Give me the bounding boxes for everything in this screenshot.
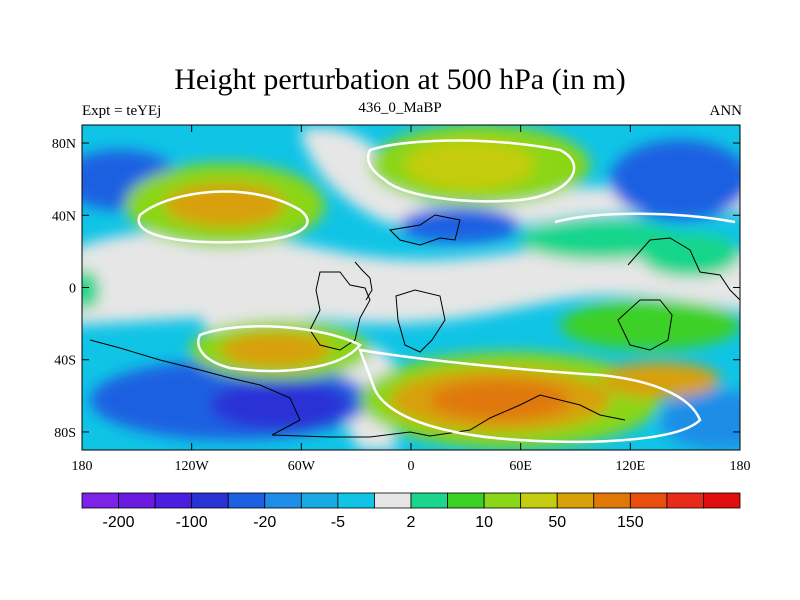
colorbar-swatch	[666, 492, 704, 509]
coastline-antarctica-west	[89, 339, 301, 436]
colorbar-label: 2	[407, 514, 416, 531]
neg-north-pacific	[610, 140, 740, 220]
colorbar-swatch	[81, 492, 119, 509]
pos-eurasia-core	[405, 140, 535, 190]
axis-ticks	[81, 125, 741, 450]
colorbar-swatch	[483, 492, 522, 509]
colorbar-label: 10	[475, 514, 493, 531]
right-string: ANN	[709, 103, 743, 119]
colorbar-swatch	[118, 492, 156, 509]
neg-south-indian	[660, 390, 740, 450]
colorbar-swatch	[300, 492, 339, 509]
y-tick-label: 0	[69, 282, 76, 297]
y-tick-label: 40N	[52, 209, 76, 224]
colorbar-swatch	[337, 492, 375, 509]
x-tick-label: 60W	[288, 459, 316, 474]
zero-contour-eurasia	[366, 139, 576, 203]
colorbar: -200 -100 -20 -5 2 10 50 150	[81, 492, 741, 531]
colorbar-label: -100	[176, 514, 208, 531]
pos-asia	[520, 220, 680, 260]
pos-south-america-core	[220, 332, 330, 368]
x-tick-label: 60E	[509, 459, 532, 474]
colorbar-swatch	[593, 492, 631, 509]
colorbar-swatch	[556, 492, 595, 509]
chart-title: Height perturbation at 500 hPa (in m)	[174, 63, 626, 96]
pos-pacific-equator	[640, 233, 740, 277]
center-string: 436_0_MaBP	[358, 100, 442, 116]
x-tick-label: 0	[408, 459, 415, 474]
coastline-eurasia-south	[388, 214, 461, 246]
coastlines	[89, 214, 740, 438]
neg-eurasia	[400, 207, 520, 243]
colorbar-swatch	[703, 492, 741, 509]
coastline-antarctica	[271, 394, 626, 438]
pos-southern-ocean-core	[430, 380, 570, 420]
zero-contour-south-america	[197, 325, 362, 373]
colorbar-swatch	[154, 492, 193, 509]
colorbar-label: -20	[253, 514, 276, 531]
colorbar-swatch	[520, 492, 558, 509]
x-tick-label: 180	[730, 459, 751, 474]
colorbar-swatch	[191, 492, 229, 509]
zero-contour-north-america	[137, 190, 309, 244]
zero-contour-southern-ocean	[358, 348, 702, 444]
zero-contours	[137, 139, 736, 444]
coastline-south-america	[309, 271, 371, 351]
pos-north-america-core	[165, 183, 285, 227]
coastline-central-america	[354, 261, 373, 301]
pos-south-pacific-east	[560, 300, 740, 350]
axis-tick-labels: 180 120W 60W 0 60E 120E 180 80N 40N 0 40S 80S	[52, 137, 751, 474]
colorbar-label: 50	[548, 514, 566, 531]
coastline-se-asia	[627, 237, 740, 301]
colorbar-swatch	[447, 492, 485, 509]
colorbar-swatch	[264, 492, 302, 509]
colorbar-label: 150	[617, 514, 644, 531]
colorbar-swatch	[629, 492, 668, 509]
colorbar-label: -5	[331, 514, 345, 531]
y-tick-label: 80S	[54, 426, 76, 441]
colorbar-swatch	[227, 492, 266, 509]
pos-south-indian	[600, 362, 720, 398]
pos-west-edge	[82, 270, 100, 310]
coastline-africa	[395, 289, 446, 353]
x-tick-label: 180	[72, 459, 93, 474]
contour-map	[82, 125, 740, 450]
neg-southern-pacific-core	[210, 380, 350, 430]
y-tick-label: 80N	[52, 137, 76, 152]
y-tick-label: 40S	[54, 354, 76, 369]
zero-contour-asia	[554, 212, 736, 224]
x-tick-label: 120W	[175, 459, 210, 474]
colorbar-swatch	[374, 492, 412, 509]
left-string: Expt = teYEj	[82, 103, 162, 119]
colorbar-label: -200	[103, 514, 135, 531]
coastline-australia	[617, 299, 673, 351]
x-tick-label: 120E	[616, 459, 646, 474]
colorbar-swatch	[410, 492, 448, 509]
